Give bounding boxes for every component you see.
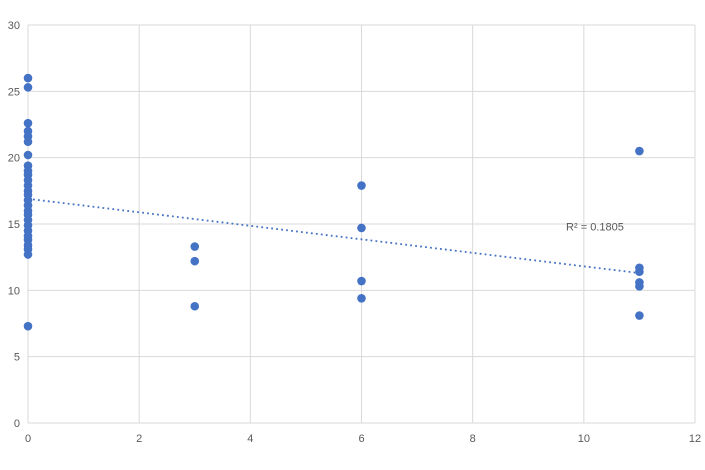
y-tick-label-15: 15 — [8, 219, 20, 231]
data-point — [23, 83, 33, 92]
data-point — [357, 181, 366, 190]
y-tick-label-30: 30 — [8, 20, 20, 32]
annotations-group: R² = 0.1805 — [566, 222, 624, 234]
axis-tick-labels: 0 5 10 15 20 25 30 0 2 4 6 8 10 12 — [8, 20, 701, 445]
x-tick-label-12: 12 — [689, 433, 701, 445]
x-tick-label-8: 8 — [470, 433, 476, 445]
x-tick-label-2: 2 — [136, 433, 142, 445]
data-point — [357, 223, 366, 233]
y-tick-label-20: 20 — [8, 153, 20, 165]
y-tick-label-25: 25 — [8, 86, 20, 98]
data-point — [23, 150, 33, 160]
data-point — [357, 293, 366, 303]
x-tick-label-4: 4 — [247, 433, 253, 445]
trendline-group — [27, 197, 640, 274]
data-point — [23, 250, 33, 259]
data-points-group — [23, 73, 644, 331]
y-tick-label-0: 0 — [14, 418, 20, 430]
r-squared-label: R² = 0.1805 — [566, 222, 624, 234]
data-point — [635, 267, 644, 277]
y-tick-label-10: 10 — [8, 285, 20, 297]
data-point — [635, 282, 644, 291]
data-point — [357, 276, 366, 286]
x-tick-label-6: 6 — [358, 433, 364, 445]
gridlines — [27, 24, 696, 424]
data-point — [23, 73, 33, 83]
data-point — [190, 256, 200, 266]
trendline — [27, 197, 640, 274]
x-tick-label-0: 0 — [25, 433, 31, 445]
data-point — [23, 137, 33, 147]
x-tick-label-10: 10 — [578, 433, 590, 445]
data-point — [190, 301, 200, 311]
data-point — [635, 311, 644, 320]
data-point — [23, 118, 33, 128]
data-point — [635, 146, 644, 156]
data-point — [23, 321, 33, 331]
data-point — [190, 242, 200, 251]
y-tick-label-5: 5 — [14, 352, 20, 364]
